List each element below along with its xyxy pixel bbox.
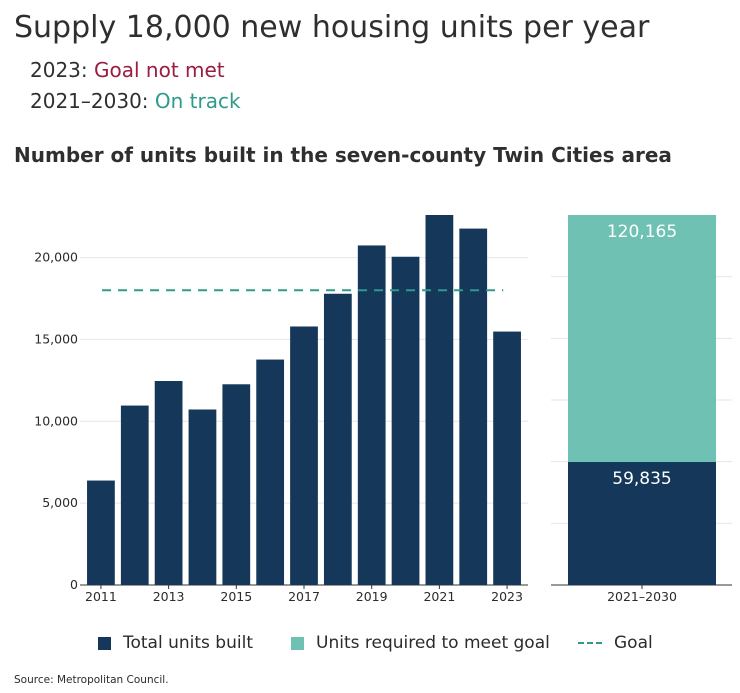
chart-subtitle: Number of units built in the seven-count… [14,143,672,167]
bar-2019 [357,245,386,585]
y-tick-label: 15,000 [34,331,78,346]
legend-swatch-required [291,636,304,650]
bar-2021 [425,215,454,585]
x-tick-label: 2013 [153,589,185,604]
legend-item-built: Total units built [98,633,253,653]
bar-2016 [256,359,285,585]
x-tick-label: 2023 [491,589,523,604]
bar-2011 [87,480,115,585]
legend-swatch-goal [578,642,602,644]
stack-required [568,215,716,463]
stack-required-label: 120,165 [607,222,677,242]
legend-item-goal: Goal [578,633,653,653]
bar-2014 [188,409,217,585]
bar-2017 [290,326,318,585]
x-tick-label: 2011 [85,589,117,604]
legend-label-built: Total units built [123,633,253,653]
y-tick-label: 10,000 [34,413,78,428]
status-2021-2030: 2021–2030: On track [30,89,241,113]
x-tick-label: 2015 [220,589,252,604]
status-2023-label: 2023: [30,58,88,82]
stack-built-label: 59,835 [612,469,671,489]
bar-2020 [391,256,420,585]
x-tick-label: 2021 [423,589,455,604]
status-2023-value: Goal not met [94,58,225,82]
page-title: Supply 18,000 new housing units per year [14,10,650,45]
bar-2022 [459,228,488,585]
bar-2015 [222,384,251,585]
y-tick-label: 5,000 [42,495,78,510]
bar-2023 [493,331,521,585]
status-2021-2030-value: On track [154,89,241,113]
legend-item-required: Units required to meet goal [291,633,550,653]
stack-built [568,462,716,585]
legend: Total units built Units required to meet… [0,633,740,655]
bar-2012 [120,405,149,585]
source-note: Source: Metropolitan Council. [14,674,169,686]
x-tick-label: 2017 [288,589,320,604]
y-tick-label: 20,000 [34,250,78,265]
legend-label-goal: Goal [614,633,653,653]
x-tick-label-right: 2021–2030 [607,589,677,604]
y-tick-label: 0 [70,577,78,592]
x-tick-label: 2019 [356,589,388,604]
status-2021-2030-label: 2021–2030: [30,89,149,113]
bar-2013 [154,381,183,585]
status-2023: 2023: Goal not met [30,58,225,82]
bar-2018 [323,293,352,585]
legend-label-required: Units required to meet goal [316,633,550,653]
legend-swatch-built [98,636,111,650]
